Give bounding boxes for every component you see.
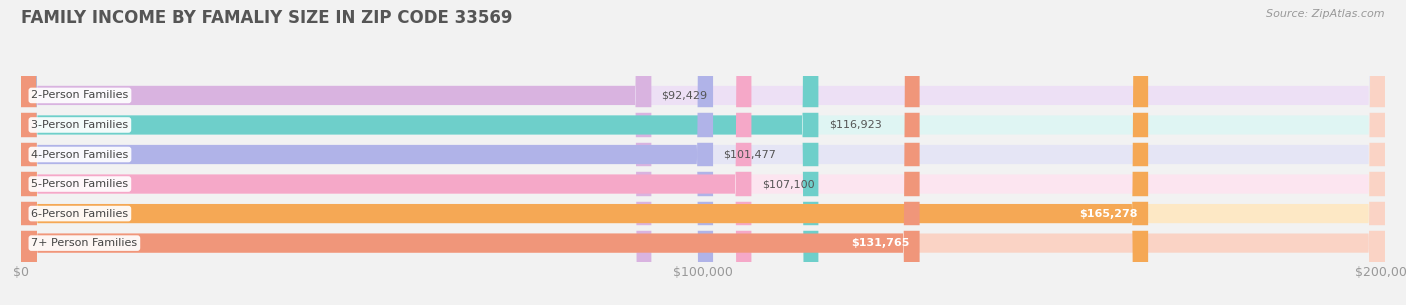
Text: $116,923: $116,923	[828, 120, 882, 130]
FancyBboxPatch shape	[21, 0, 920, 305]
Text: 7+ Person Families: 7+ Person Families	[31, 238, 138, 248]
FancyBboxPatch shape	[21, 0, 1385, 305]
Text: 2-Person Families: 2-Person Families	[31, 91, 128, 100]
FancyBboxPatch shape	[21, 0, 751, 305]
Text: $92,429: $92,429	[662, 91, 707, 100]
FancyBboxPatch shape	[21, 0, 818, 305]
FancyBboxPatch shape	[21, 0, 1385, 305]
FancyBboxPatch shape	[21, 0, 1385, 305]
FancyBboxPatch shape	[21, 0, 713, 305]
FancyBboxPatch shape	[21, 0, 1385, 305]
FancyBboxPatch shape	[21, 0, 1385, 305]
Text: 5-Person Families: 5-Person Families	[31, 179, 128, 189]
Text: 6-Person Families: 6-Person Families	[31, 209, 128, 219]
Text: Source: ZipAtlas.com: Source: ZipAtlas.com	[1267, 9, 1385, 19]
Text: $131,765: $131,765	[851, 238, 910, 248]
Text: $107,100: $107,100	[762, 179, 814, 189]
Text: $101,477: $101,477	[723, 149, 776, 160]
FancyBboxPatch shape	[21, 0, 651, 305]
Text: FAMILY INCOME BY FAMALIY SIZE IN ZIP CODE 33569: FAMILY INCOME BY FAMALIY SIZE IN ZIP COD…	[21, 9, 513, 27]
Text: $165,278: $165,278	[1080, 209, 1137, 219]
Text: 4-Person Families: 4-Person Families	[31, 149, 128, 160]
FancyBboxPatch shape	[21, 0, 1149, 305]
FancyBboxPatch shape	[21, 0, 1385, 305]
Text: 3-Person Families: 3-Person Families	[31, 120, 128, 130]
